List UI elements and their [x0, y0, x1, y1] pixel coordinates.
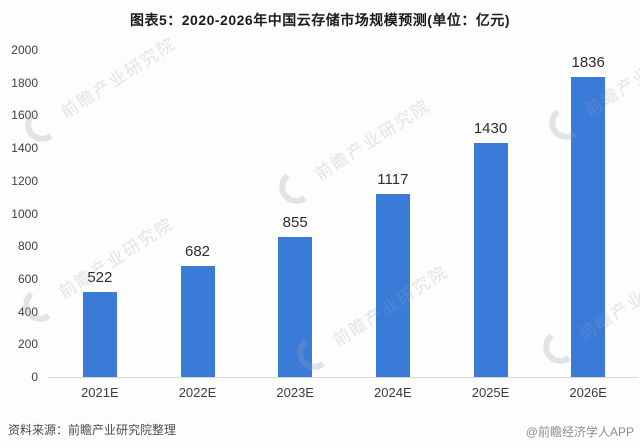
chart-title: 图表5：2020-2026年中国云存储市场规模预测(单位：亿元): [129, 12, 511, 28]
x-tick-label: 2026E: [569, 385, 607, 400]
bar-column: 1836: [539, 50, 637, 377]
credit-note: @前瞻经济学人APP: [525, 425, 634, 439]
bar-value-label: 1430: [473, 120, 508, 138]
bar: [571, 76, 606, 377]
bar-value-label: 682: [184, 242, 211, 260]
x-tick-label: 2024E: [374, 385, 412, 400]
x-tick-label: 2023E: [276, 385, 314, 400]
bar: [473, 143, 508, 377]
bar-value-label: 1836: [571, 53, 605, 71]
y-tick-label: 1200: [11, 173, 38, 188]
y-tick-label: 1800: [11, 75, 38, 90]
y-axis: 0 200 400 600 800 1000 1200 1400 1600 1800 2000: [0, 0, 38, 448]
bar-value-label: 1117: [377, 171, 409, 189]
x-tick-label: 2021E: [81, 385, 119, 400]
x-axis-labels: 2021E 2022E 2023E 2024E 2025E 2026E: [51, 385, 637, 400]
y-tick-label: 2000: [11, 43, 38, 57]
bar-column: 1117: [344, 50, 442, 377]
y-tick-label: 1000: [11, 206, 38, 221]
bar-column: 522: [51, 50, 149, 377]
y-tick-label: 1400: [11, 141, 38, 156]
y-tick-label: 0: [31, 370, 38, 384]
x-axis-line: [48, 377, 638, 378]
y-tick-label: 200: [17, 337, 38, 352]
bar-column: 682: [149, 50, 247, 377]
bar: [82, 291, 117, 377]
bar: [375, 194, 410, 377]
bar: [278, 237, 313, 377]
y-tick-label: 1600: [11, 108, 38, 123]
y-tick-label: 800: [17, 239, 38, 254]
bar-column: 1430: [442, 50, 540, 377]
y-tick-label: 400: [17, 304, 38, 319]
x-tick-label: 2025E: [471, 385, 510, 400]
bar-column: 855: [246, 50, 344, 377]
y-tick-label: 600: [17, 271, 38, 286]
bar-value-label: 855: [282, 214, 308, 232]
bar-value-label: 522: [87, 268, 113, 286]
x-tick-label: 2022E: [178, 385, 217, 400]
source-note: 资料来源：前瞻产业研究院整理: [8, 423, 177, 437]
bar: [180, 265, 215, 377]
plot-area: 522 682 855 1117 1430 1836: [51, 50, 637, 377]
